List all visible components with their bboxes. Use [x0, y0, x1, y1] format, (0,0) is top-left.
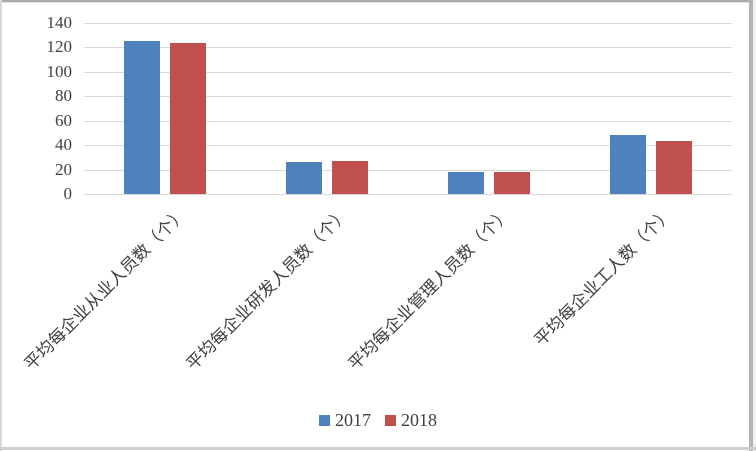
x-category-label-1: 平均每企业从业人员数（个）	[20, 204, 191, 374]
window-edge-top-highlight	[0, 2, 756, 3]
x-category-label-2: 平均每企业研发人员数（个）	[182, 204, 353, 374]
y-tick-label-120: 120	[46, 37, 73, 56]
bar-2018-category-3	[494, 171, 530, 194]
gridline-y-120	[84, 47, 732, 48]
window-edge-top	[0, 0, 756, 2]
bar-2018-category-2	[332, 160, 368, 194]
x-category-label-4: 平均每企业工人数（个）	[530, 204, 677, 350]
bar-2018-category-1	[170, 43, 206, 194]
gridline-y-60	[84, 120, 732, 122]
gridline-y-0	[84, 194, 732, 195]
y-tick-label-80: 80	[55, 86, 72, 105]
window-edge-left	[0, 0, 2, 451]
y-tick-label-100: 100	[46, 61, 73, 81]
window-edge-right	[749, 0, 753, 451]
y-tick-label-140: 140	[46, 12, 73, 32]
chart-legend: 2017 2018	[0, 410, 756, 431]
gridline-y-140	[84, 22, 732, 24]
bar-2017-category-1	[124, 40, 160, 194]
window-edge-right-highlight	[753, 0, 756, 451]
gridline-y-80	[84, 96, 732, 97]
bar-2017-category-3	[448, 171, 484, 194]
x-category-label-3: 平均每企业管理人员数（个）	[344, 204, 515, 374]
legend-label-2018: 2018	[401, 410, 437, 430]
bar-2017-category-4	[610, 135, 646, 194]
gridline-y-100	[84, 71, 732, 73]
y-tick-label-20: 20	[55, 159, 72, 179]
bar-2017-category-2	[286, 162, 322, 194]
legend-swatch-icon-2017	[319, 415, 330, 426]
y-tick-label-0: 0	[63, 184, 73, 203]
y-tick-label-60: 60	[55, 110, 72, 130]
gridline-y-40	[84, 145, 732, 146]
legend-swatch-icon-2018	[385, 415, 396, 426]
gridline-y-20	[84, 169, 732, 171]
y-tick-label-40: 40	[55, 135, 72, 154]
legend-item-2018: 2018	[385, 410, 437, 431]
legend-item-2017: 2017	[319, 410, 371, 431]
bar-2018-category-4	[656, 141, 692, 194]
window-edge-bottom	[0, 447, 756, 450]
legend-label-2017: 2017	[335, 410, 371, 430]
